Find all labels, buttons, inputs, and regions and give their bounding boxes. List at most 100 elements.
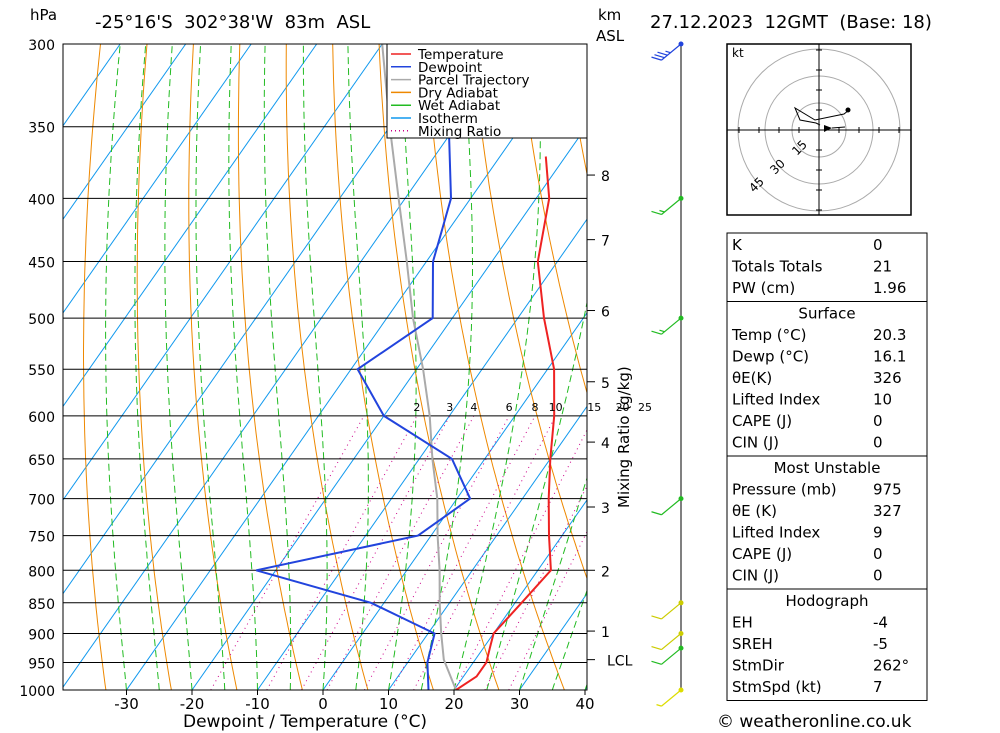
pressure-tick-label: 500	[28, 312, 55, 328]
table-row-value: 262°	[873, 657, 909, 675]
dry-adiabat-line	[237, 44, 303, 690]
location-title: -25°16'S 302°38'W 83m ASL	[95, 12, 370, 33]
dry-adiabat-line	[425, 44, 565, 690]
legend-label: Temperature	[417, 47, 504, 63]
x-tick-label: 10	[379, 695, 398, 713]
wind-barb-staff	[661, 197, 682, 215]
mixing-ratio-label: 25	[638, 401, 652, 414]
wind-barb-staff	[661, 602, 682, 620]
pressure-tick-label: 400	[28, 192, 55, 208]
isotherm-line	[63, 44, 383, 501]
wind-barb-flag	[651, 646, 662, 651]
table-section-title: Surface	[798, 305, 855, 323]
table-row-label: Pressure (mb)	[732, 481, 837, 499]
table-row-value: 1.96	[873, 279, 906, 297]
wet-adiabat-line	[228, 44, 258, 690]
legend-label: Wet Adiabat	[418, 98, 500, 114]
wind-barb-staff	[661, 43, 682, 61]
mixing-ratio-label: 20	[616, 401, 630, 414]
pressure-tick-label: 550	[28, 363, 55, 379]
wind-barb-staff	[661, 633, 682, 651]
table-section-box	[726, 588, 928, 701]
table-row-value: -4	[873, 614, 888, 632]
mixing-ratio-label: 8	[532, 401, 539, 414]
wet-adiabat-line	[486, 300, 587, 690]
asl-label: ASL	[596, 27, 625, 45]
x-tick-label: 0	[318, 695, 328, 713]
mixing-ratio-line	[363, 415, 510, 690]
table-row-label: StmDir	[732, 657, 785, 675]
pressure-tick-label: 650	[28, 453, 55, 469]
wind-profile	[651, 41, 684, 707]
wind-barb-flag	[654, 54, 665, 59]
height-tick-label: 8	[601, 169, 610, 185]
mixing-ratio-axis-label: Mixing Ratio (g/kg)	[615, 366, 633, 508]
table-row-label: K	[732, 236, 743, 254]
dry-adiabat-line	[285, 44, 369, 690]
table-row-label: CIN (J)	[732, 567, 779, 585]
isotherm-line	[388, 405, 587, 690]
table-row-label: Lifted Index	[732, 524, 820, 542]
height-tick-label: 1	[601, 625, 610, 641]
legend-label: Dewpoint	[418, 60, 482, 76]
wind-barb-flag	[651, 615, 662, 620]
wind-barb-staff	[661, 647, 682, 665]
table-row-label: StmSpd (kt)	[732, 678, 822, 696]
wind-barb-half-flag	[659, 329, 665, 333]
mixing-ratio-label: 3	[446, 401, 453, 414]
table-row-value: 7	[873, 678, 883, 696]
legend-label: Isotherm	[418, 111, 478, 127]
isotherm-line	[453, 499, 587, 690]
isotherm-line	[126, 44, 580, 690]
isotherm-line	[63, 44, 318, 408]
table-row-label: CIN (J)	[732, 434, 779, 452]
storm-motion-line	[831, 126, 846, 129]
legend-label: Parcel Trajectory	[418, 73, 530, 89]
credit-text: © weatheronline.co.uk	[717, 712, 912, 732]
wet-adiabat-line	[347, 44, 369, 690]
mixing-ratio-label: 2	[413, 401, 420, 414]
table-row-label: EH	[732, 614, 753, 632]
pressure-tick-label: 900	[28, 627, 55, 643]
indices-table: K 0 Totals Totals 21 PW (cm) 1.96 Surface Temp …	[726, 232, 928, 701]
hodograph-unit: kt	[732, 46, 744, 60]
x-axis-label: Dewpoint / Temperature (°C)	[183, 712, 427, 732]
legend-label: Mixing Ratio	[418, 124, 501, 140]
dry-adiabat-line	[936, 44, 1000, 690]
isotherm-line	[63, 44, 121, 127]
wind-barb-staff	[661, 689, 682, 707]
isotherm-line	[63, 44, 514, 689]
dry-adiabat-line	[188, 44, 238, 690]
table-section-box	[726, 455, 928, 590]
table-row-label: Totals Totals	[731, 258, 823, 276]
wet-adiabat-line	[453, 44, 541, 690]
table-row-label: PW (cm)	[732, 279, 795, 297]
height-tick-label: 7	[601, 234, 610, 250]
pressure-tick-label: 350	[28, 121, 55, 137]
wind-barb	[651, 633, 682, 651]
storm-motion-marker	[824, 125, 832, 132]
table-row-value: 0	[873, 236, 883, 254]
isotherm-line	[191, 124, 587, 690]
dry-adiabat-line	[83, 44, 107, 690]
wind-barb-flag	[657, 51, 668, 56]
wind-barb	[651, 647, 682, 665]
profile-parcel-trajectory	[381, 44, 457, 690]
isotherm-line	[63, 44, 449, 595]
table-section-box	[726, 301, 928, 457]
dry-adiabat-line	[983, 44, 1000, 690]
table-row-value: -5	[873, 635, 888, 653]
legend-box	[386, 43, 588, 139]
height-tick-label: 6	[601, 305, 610, 321]
pressure-unit-label: hPa	[30, 6, 57, 24]
wind-barb	[651, 317, 682, 335]
table-section-box	[726, 232, 928, 302]
wet-adiabat-line	[195, 44, 226, 690]
mixing-ratio-labels: 2 3 4 6 8 10 15 20 25	[413, 401, 652, 414]
table-row-value: 975	[873, 481, 902, 499]
x-tick-label: 30	[510, 695, 529, 713]
wet-adiabat-line	[302, 44, 328, 690]
x-tick-label: -20	[180, 695, 205, 713]
